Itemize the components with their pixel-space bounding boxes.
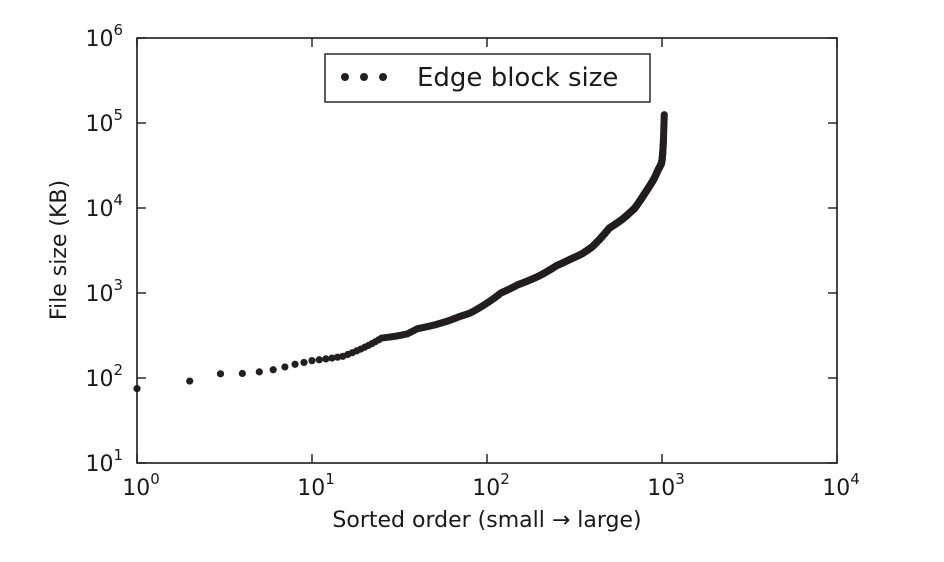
x-axis-label: Sorted order (small → large) — [332, 508, 641, 533]
y-tick-label: 106 — [85, 21, 123, 52]
y-tick-label: 102 — [85, 361, 123, 392]
legend-label: Edge block size — [417, 63, 618, 93]
y-tick-label: 105 — [85, 106, 123, 137]
x-axis: 100 101 102 103 104 — [122, 38, 860, 501]
data-point — [322, 355, 330, 363]
data-point — [660, 111, 668, 119]
y-axis-label: File size (KB) — [47, 180, 72, 320]
y-tick-label: 104 — [85, 191, 123, 222]
data-point — [216, 370, 225, 378]
data-point — [255, 368, 263, 376]
data-points — [133, 111, 668, 393]
legend-marker — [360, 73, 368, 81]
data-point — [291, 360, 299, 368]
data-point — [328, 354, 336, 362]
data-point — [186, 377, 194, 385]
legend: Edge block size — [324, 53, 651, 103]
y-axis: 101 102 103 104 105 106 — [85, 21, 837, 477]
data-point — [300, 358, 308, 367]
data-point — [308, 357, 316, 365]
data-point — [269, 366, 277, 374]
legend-marker — [379, 73, 387, 81]
legend-marker — [341, 73, 349, 81]
data-point — [315, 356, 323, 364]
y-tick-label: 101 — [85, 446, 123, 477]
data-point — [281, 363, 289, 371]
x-tick-label: 102 — [472, 470, 510, 501]
x-tick-label: 104 — [822, 470, 860, 501]
y-tick-label: 103 — [85, 276, 123, 307]
data-point — [238, 369, 246, 378]
x-tick-label: 103 — [647, 470, 685, 501]
x-tick-label: 100 — [122, 470, 160, 501]
x-tick-label: 101 — [297, 470, 335, 501]
